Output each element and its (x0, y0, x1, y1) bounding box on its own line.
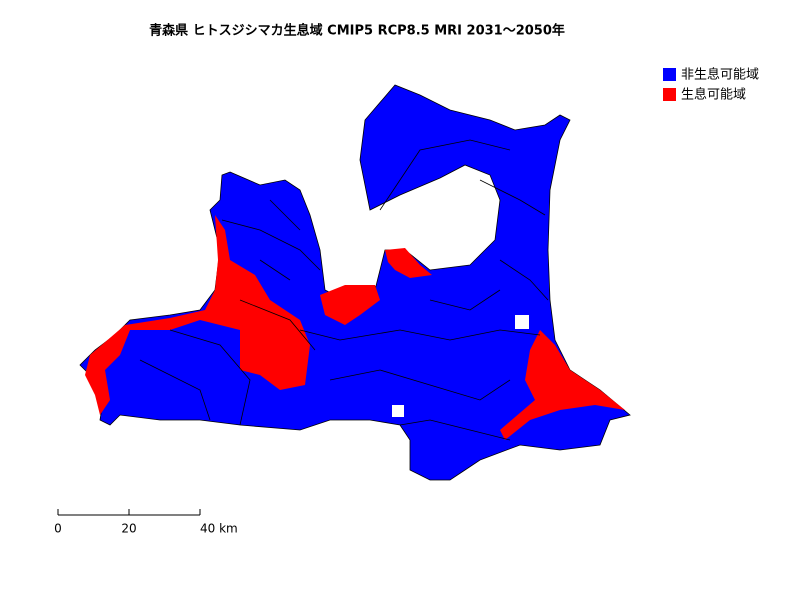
scale-label: 0 (54, 522, 62, 536)
legend-swatch (663, 88, 676, 101)
map-title: 青森県 ヒトスジシマカ生息域 CMIP5 RCP8.5 MRI 2031～205… (149, 23, 565, 39)
legend-label: 生息可能域 (681, 87, 746, 103)
legend-swatch (663, 68, 676, 81)
municipal-boundary (139, 139, 549, 441)
land (79, 84, 631, 481)
lake (515, 315, 529, 329)
scale-label: 40 km (200, 522, 238, 536)
habitat-unsuitable-area (79, 84, 631, 481)
habitat-suitable-area (500, 330, 625, 440)
habitat-suitable-area (85, 215, 310, 415)
habitat-suitable-area (385, 248, 432, 278)
scale-bar: 0 20 40 km (54, 509, 238, 536)
habitat-suitable-area (320, 285, 380, 325)
legend-label: 非生息可能域 (681, 67, 759, 83)
scale-label: 20 (121, 522, 136, 536)
lake (392, 405, 404, 417)
